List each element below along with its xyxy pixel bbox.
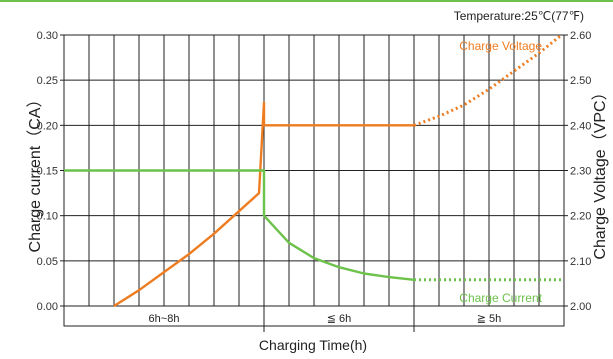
y-left-tick-label: 0.25 [37, 75, 58, 87]
y-right-tick-label: 2.20 [570, 211, 591, 223]
phase-label: ≦ 6h [327, 313, 352, 325]
phase-label: ≧ 5h [477, 313, 502, 325]
temperature-note: Temperature:25℃(77℉) [454, 9, 584, 23]
series-line [113, 101, 414, 308]
y-right-tick-label: 2.40 [570, 120, 591, 132]
y-left-tick-label: 0.30 [37, 30, 58, 42]
series-label-current: Charge Current [459, 291, 542, 305]
y-left-tick-label: 0.20 [37, 120, 58, 132]
y-left-tick-label: 0.05 [37, 256, 58, 268]
y-right-tick-label: 2.10 [570, 256, 591, 268]
right-axis-ticks: 2.00 2.10 2.20 2.30 2.40 2.50 2.60 [564, 30, 591, 313]
grid [63, 34, 565, 327]
series-label-voltage: Charge Voltage [459, 39, 542, 53]
y-right-tick-label: 2.50 [570, 75, 591, 87]
series-line [64, 169, 415, 281]
y-right-tick-label: 2.00 [570, 301, 591, 313]
y-left-tick-label: 0.00 [37, 301, 58, 313]
y-right-tick-label: 2.30 [570, 166, 591, 178]
y-left-tick-label: 0.10 [37, 211, 58, 223]
y-right-tick-label: 2.60 [570, 30, 591, 42]
phase-labels: 6h~8h ≦ 6h ≧ 5h [149, 35, 502, 332]
phase-label: 6h~8h [149, 313, 180, 325]
left-axis-ticks: 0.00 0.05 0.10 0.15 0.20 0.25 0.30 [37, 30, 64, 313]
plot-frame [63, 34, 565, 327]
y-axis-left-title: Charge current（CA） [26, 92, 44, 253]
y-left-tick-label: 0.15 [37, 166, 58, 178]
x-axis-title: Charging Time(h) [259, 337, 367, 353]
series: Charge Voltage Charge Current [64, 33, 564, 308]
y-axis-right-title: Charge Voltage（VPC） [591, 84, 609, 259]
series-line [413, 33, 563, 127]
